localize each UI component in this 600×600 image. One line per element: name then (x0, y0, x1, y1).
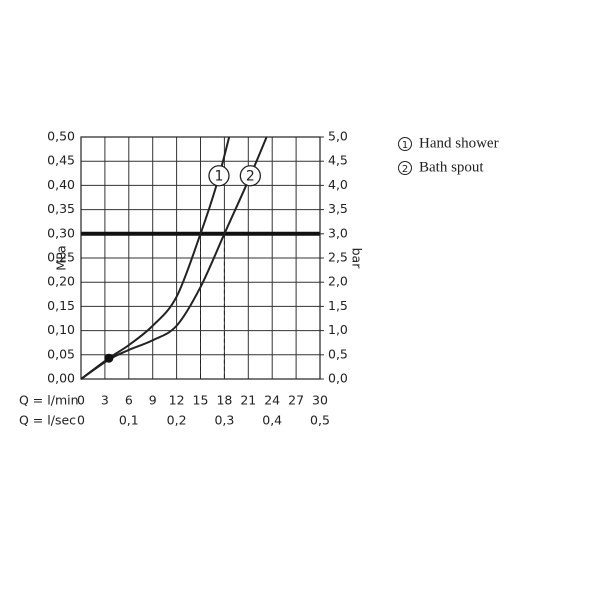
y-tick-label: 0,00 (47, 371, 75, 386)
x2-axis-label: Q = l/sec (19, 413, 76, 428)
x2-tick-label: 0,2 (167, 413, 187, 428)
y-tick-label: 0,05 (47, 346, 75, 361)
y2-axis-label: bar (350, 248, 365, 270)
legend-number: 1 (402, 140, 408, 151)
y-tick-label: 0,40 (47, 177, 75, 192)
x2-tick-label: 0,5 (310, 413, 330, 428)
x-tick-label: 0 (77, 393, 85, 408)
y2-tick-label: 4,5 (328, 153, 348, 168)
y-tick-label: 0,20 (47, 274, 75, 289)
plot-frame (80, 136, 321, 380)
y2-tick-label: 0,5 (328, 346, 348, 361)
y2-tick-label: 3,0 (328, 225, 348, 240)
y2-tick-label: 1,0 (328, 322, 348, 337)
curve-label-circle (239, 165, 261, 187)
legend-number: 2 (402, 164, 408, 175)
x-axis-label: Q = l/min (19, 393, 79, 408)
curve (80, 136, 268, 380)
y-tick-label: 0,50 (47, 129, 75, 144)
y-tick-label: 0,45 (47, 153, 75, 168)
x-tick-label: 15 (193, 393, 209, 408)
x2-tick-label: 0,1 (119, 413, 139, 428)
y-tick-label: 0,15 (47, 298, 75, 313)
x-tick-label: 9 (149, 393, 157, 408)
curve-label: 2 (246, 169, 255, 185)
x2-tick-label: 0,3 (214, 413, 234, 428)
y-axis-label: MPa (54, 245, 69, 270)
operating-point (104, 353, 114, 363)
curve-label: 1 (215, 169, 224, 185)
y2-tick-label: 5,0 (328, 129, 348, 144)
curve-label-circle (208, 165, 230, 187)
x-tick-label: 24 (264, 393, 280, 408)
y-tick-label: 0,25 (47, 250, 75, 265)
x2-tick-label: 0 (77, 413, 85, 428)
x-tick-label: 18 (216, 393, 232, 408)
x-tick-label: 3 (101, 393, 109, 408)
y2-tick-label: 4,0 (328, 177, 348, 192)
legend-circle (398, 137, 412, 151)
y-tick-label: 0,35 (47, 201, 75, 216)
y-tick-label: 0,30 (47, 225, 75, 240)
x-tick-label: 12 (169, 393, 185, 408)
y-tick-label: 0,10 (47, 322, 75, 337)
x2-tick-label: 0,4 (262, 413, 282, 428)
y2-tick-label: 2,5 (328, 250, 348, 265)
x-tick-label: 21 (240, 393, 256, 408)
x-tick-label: 27 (288, 393, 304, 408)
x-tick-label: 30 (312, 393, 328, 408)
legend-entry: Bath spout (419, 159, 484, 175)
y2-tick-label: 1,5 (328, 298, 348, 313)
y2-tick-label: 3,5 (328, 201, 348, 216)
legend-circle (398, 161, 412, 175)
y2-tick-label: 2,0 (328, 274, 348, 289)
x-tick-label: 6 (125, 393, 133, 408)
legend-entry: Hand shower (419, 135, 499, 151)
y2-tick-label: 0,0 (328, 371, 348, 386)
